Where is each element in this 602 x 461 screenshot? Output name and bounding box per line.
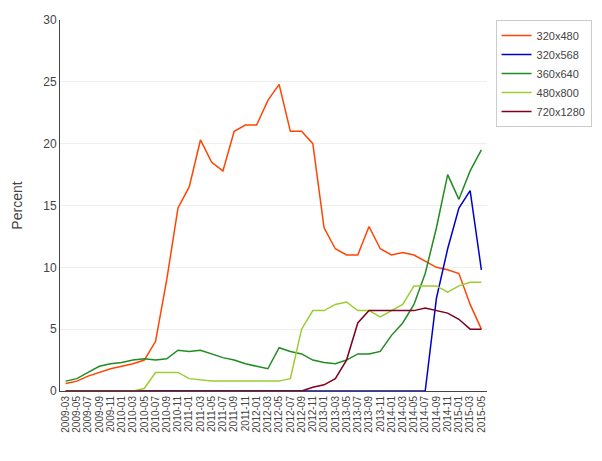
svg-text:2011-03: 2011-03 [195,396,206,432]
svg-text:25: 25 [43,75,57,89]
svg-text:2014-11: 2014-11 [442,396,453,432]
svg-text:2013-07: 2013-07 [352,396,363,433]
svg-text:30: 30 [43,13,57,27]
svg-text:2015-05: 2015-05 [476,396,487,433]
svg-text:2010-11: 2010-11 [172,396,183,432]
svg-text:2013-01: 2013-01 [318,396,329,433]
svg-text:2014-09: 2014-09 [431,396,442,433]
svg-text:2011-05: 2011-05 [206,396,217,432]
svg-text:2009-03: 2009-03 [60,396,71,433]
svg-text:2012-03: 2012-03 [262,396,273,433]
svg-text:320x480: 320x480 [537,30,579,42]
svg-text:2012-05: 2012-05 [273,396,284,433]
svg-text:2014-05: 2014-05 [408,396,419,433]
svg-text:2014-03: 2014-03 [397,396,408,433]
svg-text:2013-05: 2013-05 [341,396,352,433]
svg-text:2009-05: 2009-05 [71,396,82,433]
svg-text:2009-11: 2009-11 [105,396,116,432]
svg-text:2014-01: 2014-01 [386,396,397,433]
svg-text:5: 5 [50,322,57,336]
svg-text:2010-01: 2010-01 [116,396,127,433]
svg-text:15: 15 [43,199,57,213]
svg-text:2011-01: 2011-01 [183,396,194,432]
svg-text:2011-09: 2011-09 [228,396,239,432]
svg-text:2012-11: 2012-11 [307,396,318,432]
svg-text:2010-03: 2010-03 [127,396,138,433]
svg-text:0: 0 [50,384,57,398]
svg-text:2014-07: 2014-07 [419,396,430,433]
svg-text:2010-07: 2010-07 [150,396,161,433]
svg-text:2011-11: 2011-11 [240,396,251,432]
svg-text:2015-03: 2015-03 [464,396,475,433]
svg-text:2010-09: 2010-09 [161,396,172,433]
svg-text:360x640: 360x640 [537,68,579,80]
svg-text:2011-07: 2011-07 [217,396,228,432]
svg-text:2012-09: 2012-09 [296,396,307,433]
svg-text:2012-01: 2012-01 [251,396,262,433]
svg-text:720x1280: 720x1280 [537,106,585,118]
svg-text:2010-05: 2010-05 [139,396,150,433]
svg-text:320x568: 320x568 [537,49,579,61]
svg-text:2013-11: 2013-11 [375,396,386,432]
svg-text:2009-07: 2009-07 [82,396,93,433]
svg-text:480x800: 480x800 [537,87,579,99]
svg-text:Percent: Percent [9,181,25,229]
svg-text:2009-09: 2009-09 [94,396,105,433]
svg-text:20: 20 [43,137,57,151]
svg-text:2012-07: 2012-07 [285,396,296,433]
svg-text:2015-01: 2015-01 [453,396,464,433]
svg-text:2013-03: 2013-03 [330,396,341,433]
svg-text:2013-09: 2013-09 [363,396,374,433]
svg-text:10: 10 [43,261,57,275]
